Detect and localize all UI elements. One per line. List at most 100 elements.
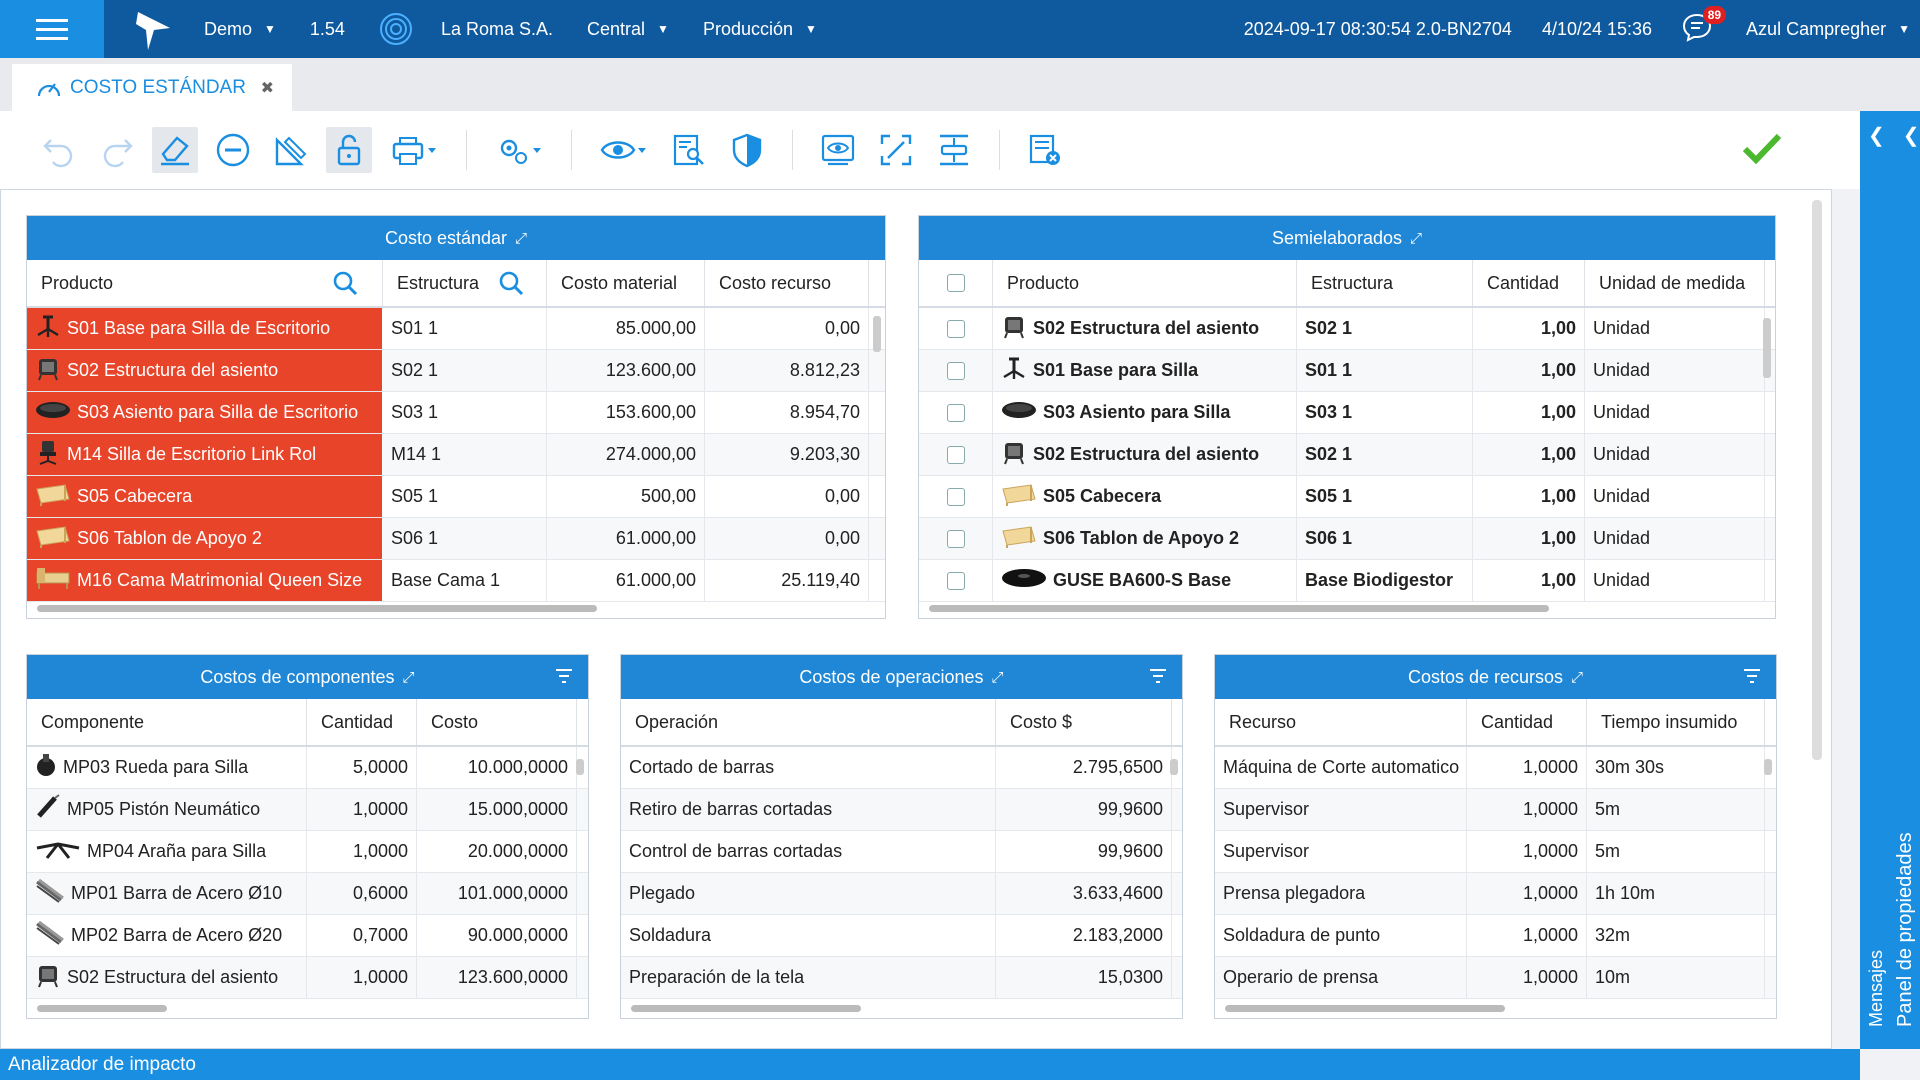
row-checkbox[interactable] [946, 529, 965, 548]
preview-button[interactable] [815, 127, 861, 173]
column-header-quantity[interactable]: Cantidad [1473, 260, 1585, 306]
table-row[interactable]: Máquina de Corte automatico 1,0000 30m 30s [1215, 747, 1776, 789]
column-header-component[interactable]: Componente [27, 699, 307, 745]
collapse-left-icon[interactable]: ❮ [1868, 125, 1885, 147]
properties-panel-tab[interactable]: Panel de propiedades [1894, 832, 1917, 1027]
vertical-scrollbar[interactable] [873, 316, 881, 352]
table-row[interactable]: S05 Cabecera S05 1 1,00 Unidad [919, 476, 1775, 518]
row-checkbox[interactable] [946, 571, 965, 590]
user-menu[interactable]: Azul Campregher ▼ [1746, 19, 1910, 40]
column-header-quantity[interactable]: Cantidad [307, 699, 417, 745]
table-row[interactable]: S02 Estructura del asiento S02 1 123.600,0… [27, 350, 885, 392]
table-row[interactable]: GUSE BA600-S Base Base Biodigestor 1,00 Uni… [919, 560, 1775, 602]
horizontal-scrollbar[interactable] [37, 1005, 167, 1012]
table-row[interactable]: S05 Cabecera S05 1 500,00 0,00 [27, 476, 885, 518]
table-row[interactable]: S03 Asiento para Silla S03 1 1,00 Unidad [919, 392, 1775, 434]
column-header-product[interactable]: Producto [993, 260, 1297, 306]
remove-button[interactable] [210, 127, 256, 173]
horizontal-scrollbar[interactable] [631, 1005, 861, 1012]
print-button[interactable] [384, 127, 444, 173]
company-selector[interactable]: La Roma S.A. [379, 12, 553, 46]
filter-icon[interactable] [1742, 667, 1762, 685]
vertical-scrollbar[interactable] [1170, 759, 1178, 775]
expand-button[interactable] [873, 127, 919, 173]
shield-button[interactable] [724, 127, 770, 173]
column-header-unit[interactable]: Unidad de medida [1585, 260, 1765, 306]
unlock-button[interactable] [326, 127, 372, 173]
table-row[interactable]: Preparación de la tela 15,0300 [621, 957, 1182, 999]
settings-button[interactable] [489, 127, 549, 173]
table-row[interactable]: S01 Base para Silla de Escritorio S01 1 85… [27, 308, 885, 350]
row-checkbox[interactable] [946, 361, 965, 380]
table-row[interactable]: S06 Tablon de Apoyo 2 S06 1 61.000,00 0,00 [27, 518, 885, 560]
split-button[interactable] [931, 127, 977, 173]
table-row[interactable]: Control de barras cortadas 99,9600 [621, 831, 1182, 873]
expand-panel-icon[interactable]: ⤢ [1410, 229, 1423, 247]
table-row[interactable]: M16 Cama Matrimonial Queen Size Base Cama… [27, 560, 885, 602]
table-row[interactable]: S06 Tablon de Apoyo 2 S06 1 1,00 Unidad [919, 518, 1775, 560]
table-row[interactable]: MP05 Pistón Neumático 1,0000 15.000,0000 [27, 789, 588, 831]
undo-button[interactable] [36, 127, 82, 173]
row-checkbox[interactable] [946, 445, 965, 464]
table-row[interactable]: S03 Asiento para Silla de Escritorio S03 … [27, 392, 885, 434]
column-header-operation[interactable]: Operación [621, 699, 996, 745]
table-row[interactable]: MP04 Araña para Silla 1,0000 20.000,0000 [27, 831, 588, 873]
horizontal-scrollbar[interactable] [929, 605, 1549, 612]
column-header-time[interactable]: Tiempo insumido [1587, 699, 1765, 745]
document-search-button[interactable] [666, 127, 712, 173]
table-row[interactable]: S02 Estructura del asiento S02 1 1,00 Unida… [919, 308, 1775, 350]
tab-standard-cost[interactable]: COSTO ESTÁNDAR ✖ [12, 64, 292, 111]
table-row[interactable]: Soldadura de punto 1,0000 32m [1215, 915, 1776, 957]
table-row[interactable]: S02 Estructura del asiento S02 1 1,00 Unida… [919, 434, 1775, 476]
vertical-scrollbar[interactable] [1763, 318, 1771, 378]
expand-panel-icon[interactable]: ⤢ [402, 668, 415, 686]
expand-panel-icon[interactable]: ⤢ [1571, 668, 1584, 686]
table-row[interactable]: Supervisor 1,0000 5m [1215, 789, 1776, 831]
table-row[interactable]: M14 Silla de Escritorio Link Rol M14 1 274… [27, 434, 885, 476]
column-header-product[interactable]: Producto [27, 260, 383, 306]
column-header-cost[interactable]: Costo $ [996, 699, 1172, 745]
table-row[interactable]: Cortado de barras 2.795,6500 [621, 747, 1182, 789]
table-row[interactable]: Retiro de barras cortadas 99,9600 [621, 789, 1182, 831]
search-icon[interactable] [498, 270, 524, 296]
table-row[interactable]: MP02 Barra de Acero Ø20 0,7000 90.000,0000 [27, 915, 588, 957]
module-selector[interactable]: Producción ▼ [703, 19, 817, 40]
branch-selector[interactable]: Central ▼ [587, 19, 669, 40]
filter-icon[interactable] [1148, 667, 1168, 685]
filter-icon[interactable] [554, 667, 574, 685]
row-checkbox[interactable] [946, 319, 965, 338]
horizontal-scrollbar[interactable] [37, 605, 597, 612]
confirm-button[interactable] [1742, 131, 1782, 170]
main-vertical-scrollbar[interactable] [1812, 200, 1822, 760]
menu-button[interactable] [0, 0, 104, 58]
row-checkbox[interactable] [946, 487, 965, 506]
redo-button[interactable] [94, 127, 140, 173]
column-header-material-cost[interactable]: Costo material [547, 260, 705, 306]
table-row[interactable]: Operario de prensa 1,0000 10m [1215, 957, 1776, 999]
horizontal-scrollbar[interactable] [1225, 1005, 1505, 1012]
impact-analyzer-bar[interactable]: Analizador de impacto [0, 1049, 1860, 1080]
ruler-button[interactable] [268, 127, 314, 173]
clear-list-button[interactable] [1022, 127, 1068, 173]
table-row[interactable]: MP01 Barra de Acero Ø10 0,6000 101.000,000… [27, 873, 588, 915]
table-row[interactable]: S01 Base para Silla S01 1 1,00 Unidad [919, 350, 1775, 392]
expand-panel-icon[interactable]: ⤢ [991, 668, 1004, 686]
table-row[interactable]: Soldadura 2.183,2000 [621, 915, 1182, 957]
row-checkbox[interactable] [946, 403, 965, 422]
table-row[interactable]: S02 Estructura del asiento 1,0000 123.600,… [27, 957, 588, 999]
column-header-resource[interactable]: Recurso [1215, 699, 1467, 745]
table-row[interactable]: Prensa plegadora 1,0000 1h 10m [1215, 873, 1776, 915]
collapse-right-icon[interactable]: ❮ [1902, 125, 1920, 147]
column-header-cost[interactable]: Costo [417, 699, 577, 745]
table-row[interactable]: Plegado 3.633,4600 [621, 873, 1182, 915]
eraser-button[interactable] [152, 127, 198, 173]
expand-panel-icon[interactable]: ⤢ [515, 229, 528, 247]
column-header-structure[interactable]: Estructura [1297, 260, 1473, 306]
environment-selector[interactable]: Demo ▼ [204, 19, 276, 40]
close-tab-icon[interactable]: ✖ [260, 79, 274, 97]
app-logo[interactable] [104, 6, 204, 52]
column-header-quantity[interactable]: Cantidad [1467, 699, 1587, 745]
vertical-scrollbar[interactable] [1764, 759, 1772, 775]
table-row[interactable]: MP03 Rueda para Silla 5,0000 10.000,0000 [27, 747, 588, 789]
column-header-resource-cost[interactable]: Costo recurso [705, 260, 869, 306]
